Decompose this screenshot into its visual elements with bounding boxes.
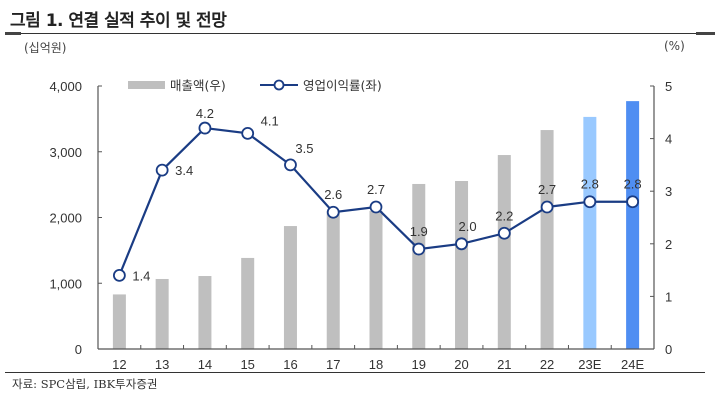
bar-12 — [112, 294, 126, 349]
bar-23E — [583, 116, 597, 349]
margin-label-12: 1.4 — [132, 268, 150, 283]
margin-label-23E: 2.8 — [581, 177, 599, 192]
margin-label-15: 4.1 — [261, 113, 279, 128]
legend-swatch-bar — [128, 81, 165, 89]
margin-point-21 — [497, 226, 511, 240]
x-tick-label: 19 — [412, 357, 426, 372]
chart-title: 그림 1. 연결 실적 추이 및 전망 — [10, 11, 227, 31]
legend-label-bar: 매출액(우) — [170, 78, 226, 93]
bar-14 — [198, 276, 212, 349]
source-note: 자료: SPC삼립, IBK투자증권 — [12, 377, 158, 391]
margin-point-20 — [455, 237, 468, 251]
bar-16 — [283, 226, 297, 349]
margin-point-14 — [198, 121, 212, 135]
bar-22 — [540, 130, 554, 349]
right-tick-label: 5 — [665, 79, 672, 94]
title-divider — [5, 33, 715, 34]
margin-point-22 — [540, 200, 554, 214]
x-tick-label: 15 — [240, 357, 254, 372]
left-tick-label: 4,000 — [49, 79, 82, 94]
x-tick-label: 13 — [155, 357, 169, 372]
right-tick-label: 3 — [665, 184, 672, 199]
right-axis-unit: (%) — [664, 39, 685, 53]
bar-series — [112, 101, 640, 349]
x-tick-label: 21 — [497, 357, 511, 372]
x-tick-label: 20 — [454, 357, 468, 372]
x-tick-label: 17 — [326, 357, 340, 372]
margin-label-18: 2.7 — [367, 182, 385, 197]
x-tick-label: 14 — [198, 357, 212, 372]
margin-point-17 — [326, 205, 340, 219]
bar-13 — [155, 278, 169, 349]
margin-point-18 — [369, 200, 383, 214]
x-tick-label: 18 — [369, 357, 383, 372]
margin-label-19: 1.9 — [410, 224, 428, 239]
margin-label-21: 2.2 — [495, 208, 513, 223]
margin-point-23E — [583, 195, 597, 209]
footer-divider — [5, 372, 705, 373]
right-tick-label: 0 — [665, 342, 672, 357]
title-divider-accent-right — [696, 32, 715, 35]
bar-21 — [497, 155, 511, 349]
margin-label-24E: 2.8 — [624, 177, 642, 192]
bar-15 — [241, 257, 255, 349]
left-axis-unit: (십억원) — [24, 41, 67, 55]
bar-20 — [455, 181, 469, 349]
right-tick-label: 4 — [665, 132, 672, 147]
legend-marker-icon — [273, 79, 285, 91]
right-tick-label: 2 — [665, 237, 672, 252]
bar-17 — [326, 210, 340, 349]
margin-point-19 — [412, 242, 426, 256]
margin-point-12 — [112, 268, 126, 282]
left-tick-label: 1,000 — [49, 276, 82, 291]
margin-point-16 — [284, 158, 297, 172]
legend-label-line: 영업이익률(좌) — [303, 78, 382, 93]
margin-label-17: 2.6 — [324, 187, 342, 202]
x-tick-label: 16 — [283, 357, 297, 372]
left-tick-label: 2,000 — [49, 211, 82, 226]
legend: 매출액(우) 영업이익률(좌) — [128, 78, 382, 93]
right-tick-label: 1 — [665, 289, 672, 304]
margin-point-24E — [626, 195, 640, 209]
margin-label-16: 3.5 — [295, 141, 313, 156]
bar-19 — [412, 183, 426, 349]
margin-label-22: 2.7 — [538, 182, 556, 197]
title-divider-accent-left — [5, 32, 21, 35]
bar-24E — [626, 101, 640, 349]
x-tick-label: 22 — [540, 357, 554, 372]
line-series: 1.4 3.4 4.2 4.1 3.5 2.6 2.7 1.9 2.0 2.2 2.7 2.8 2.8 — [112, 106, 642, 283]
margin-point-15 — [241, 126, 255, 140]
margin-label-20: 2.0 — [458, 219, 476, 234]
left-tick-label: 0 — [75, 342, 82, 357]
margin-point-13 — [155, 163, 169, 177]
bar-18 — [369, 210, 383, 349]
margin-label-13: 3.4 — [175, 163, 193, 178]
left-tick-label: 3,000 — [49, 145, 82, 160]
x-tick-label: 12 — [112, 357, 126, 372]
x-tick-label: 23E — [578, 357, 601, 372]
margin-label-14: 4.2 — [196, 106, 214, 121]
x-tick-label: 24E — [621, 357, 644, 372]
